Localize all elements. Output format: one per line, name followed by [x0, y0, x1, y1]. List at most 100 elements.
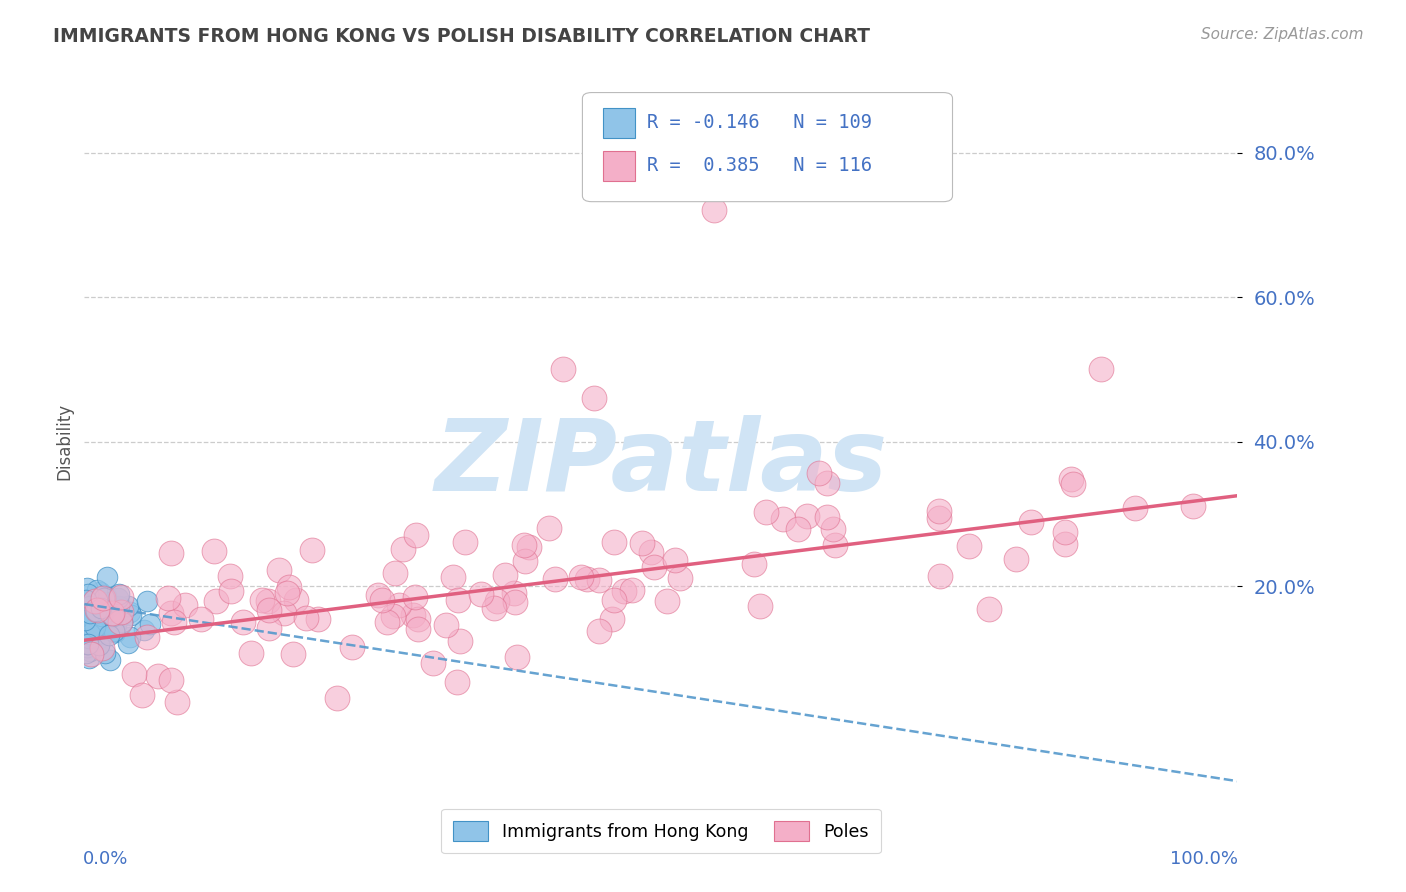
Point: [76, 624, 98, 639]
Point: [408, 622, 430, 636]
Point: [83, 594, 105, 608]
Point: [367, 589, 389, 603]
Point: [94, 589, 117, 603]
Point: [603, 534, 626, 549]
Point: [787, 522, 810, 536]
Point: [73, 611, 96, 625]
Point: [239, 646, 262, 660]
Point: [101, 607, 124, 621]
Point: [120, 608, 142, 623]
Text: ZIPatlas: ZIPatlas: [434, 415, 887, 512]
Point: [446, 675, 468, 690]
Point: [278, 580, 301, 594]
Point: [166, 695, 188, 709]
Point: [107, 591, 129, 605]
Point: [93, 591, 115, 606]
Point: [75, 630, 97, 644]
Point: [815, 476, 838, 491]
Point: [513, 538, 536, 552]
Point: [86, 602, 108, 616]
Point: [807, 466, 830, 480]
Point: [482, 601, 505, 615]
Point: [94, 595, 117, 609]
Point: [588, 573, 610, 587]
Point: [538, 521, 561, 535]
Point: [441, 570, 464, 584]
Point: [87, 629, 110, 643]
Text: Source: ZipAtlas.com: Source: ZipAtlas.com: [1201, 27, 1364, 42]
Point: [621, 582, 644, 597]
Point: [75, 646, 97, 660]
Point: [1123, 501, 1146, 516]
Point: [406, 612, 429, 626]
Point: [340, 640, 363, 654]
Point: [83, 604, 105, 618]
Point: [631, 536, 654, 550]
Point: [104, 624, 127, 639]
Point: [94, 621, 117, 635]
Point: [77, 587, 100, 601]
Point: [160, 546, 183, 560]
Point: [89, 602, 111, 616]
Point: [603, 593, 626, 607]
Point: [98, 627, 121, 641]
Point: [928, 511, 950, 525]
Point: [105, 608, 128, 623]
Point: [80, 599, 103, 614]
Point: [503, 586, 526, 600]
Point: [89, 584, 111, 599]
Point: [391, 541, 413, 556]
Text: 0.0%: 0.0%: [83, 850, 128, 868]
Point: [221, 584, 243, 599]
Point: [1005, 552, 1028, 566]
Text: 100.0%: 100.0%: [1170, 850, 1239, 868]
Point: [83, 632, 105, 646]
Point: [1053, 537, 1076, 551]
Point: [94, 627, 117, 641]
Point: [110, 599, 132, 614]
Point: [77, 631, 100, 645]
Point: [544, 572, 567, 586]
Point: [1019, 515, 1042, 529]
Point: [148, 669, 170, 683]
Point: [96, 604, 118, 618]
FancyBboxPatch shape: [603, 151, 636, 181]
Y-axis label: Disability: Disability: [55, 403, 73, 480]
Point: [281, 647, 304, 661]
Point: [583, 391, 606, 405]
Point: [76, 629, 98, 643]
Point: [470, 587, 492, 601]
Point: [519, 540, 541, 554]
Text: R = -0.146   N = 109: R = -0.146 N = 109: [647, 112, 872, 132]
Point: [173, 598, 195, 612]
Point: [326, 690, 349, 705]
Point: [159, 673, 181, 687]
Text: IMMIGRANTS FROM HONG KONG VS POLISH DISABILITY CORRELATION CHART: IMMIGRANTS FROM HONG KONG VS POLISH DISA…: [53, 27, 870, 45]
Point: [486, 594, 509, 608]
Point: [273, 606, 295, 620]
Point: [371, 593, 394, 607]
Point: [75, 631, 97, 645]
Point: [1060, 472, 1083, 486]
Point: [232, 615, 254, 629]
Point: [98, 611, 121, 625]
Point: [256, 593, 278, 607]
Point: [257, 621, 280, 635]
Point: [755, 505, 778, 519]
Point: [120, 605, 142, 619]
Point: [821, 522, 844, 536]
Point: [295, 610, 318, 624]
Point: [87, 637, 110, 651]
Point: [108, 599, 131, 613]
Point: [76, 626, 98, 640]
Point: [160, 607, 183, 621]
Point: [1053, 524, 1076, 539]
Point: [80, 617, 103, 632]
Point: [86, 614, 108, 628]
Point: [422, 656, 444, 670]
Point: [613, 583, 636, 598]
Point: [122, 667, 145, 681]
Point: [80, 615, 103, 629]
Point: [1090, 362, 1112, 376]
Point: [101, 605, 124, 619]
